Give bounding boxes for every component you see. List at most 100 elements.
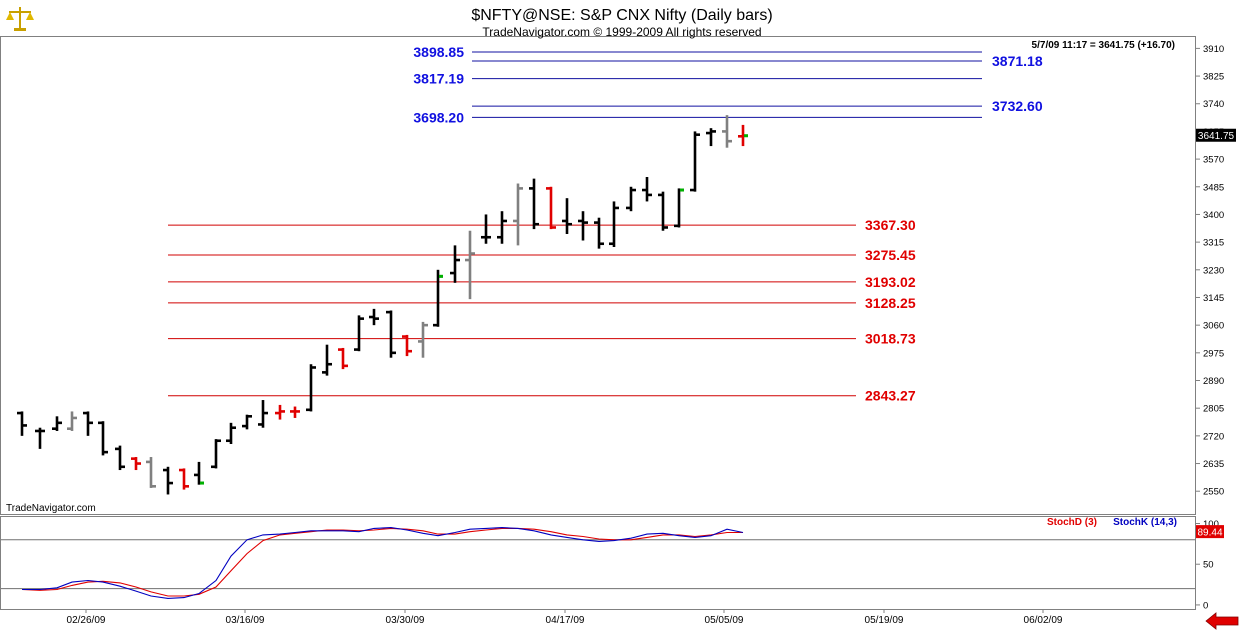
ohlc-bar (706, 128, 716, 147)
stochastic-last-marker: 89.44 (1196, 525, 1224, 539)
ohlc-bars (17, 115, 748, 495)
stochastic-tick-label: 50 (1203, 560, 1214, 571)
ohlc-bar (322, 344, 332, 376)
price-tick-label: 3060 (1203, 321, 1224, 332)
signal-dot (439, 274, 443, 278)
ohlc-bar (674, 188, 684, 228)
ohlc-bar (609, 201, 619, 248)
ohlc-bar (98, 421, 108, 456)
price-tick-label: 3825 (1203, 72, 1224, 83)
price-tick-label: 2720 (1203, 431, 1224, 442)
date-tick-label: 03/30/09 (386, 615, 425, 626)
price-tick-label: 3485 (1203, 182, 1224, 193)
ohlc-bar (529, 178, 539, 230)
ohlc-bar (738, 124, 748, 147)
ohlc-bar (67, 411, 77, 431)
ohlc-bar (52, 416, 62, 431)
price-tick-label: 2805 (1203, 404, 1224, 415)
stochastic-tick-label: 100 (1203, 519, 1219, 530)
ohlc-bar (722, 115, 732, 148)
resistance-level-label: 3732.60 (992, 98, 1043, 114)
stochk-legend: StochK (14,3) (1113, 517, 1177, 528)
date-tick-label: 05/05/09 (705, 615, 744, 626)
ohlc-bar (369, 308, 379, 326)
ohlc-bar (433, 269, 443, 327)
ohlc-bar (115, 445, 125, 471)
price-panel (0, 36, 1196, 515)
ohlc-bar (146, 457, 156, 488)
price-axis: 2550 2635 2720 2805 2890 2975 3060 3145 3230 3315… (1195, 44, 1224, 498)
ohlc-bar (275, 404, 285, 420)
stochastic-tick-label: 0 (1203, 600, 1208, 611)
ohlc-bar (690, 131, 700, 192)
ohlc-bar (194, 461, 204, 485)
ohlc-bar (386, 310, 396, 358)
ohlc-bar (306, 364, 316, 412)
support-level-label: 2843.27 (865, 388, 916, 404)
date-tick-label: 02/26/09 (67, 615, 106, 626)
support-level-label: 3275.45 (865, 247, 916, 263)
ohlc-bar (513, 183, 523, 246)
price-tick-label: 3315 (1203, 238, 1224, 249)
ohlc-bar (242, 414, 252, 430)
support-level-label: 3367.30 (865, 217, 916, 233)
ohlc-bar (418, 321, 428, 358)
date-tick-label: 06/02/09 (1024, 615, 1063, 626)
watermark: TradeNavigator.com (6, 503, 96, 514)
stochastic-series-line (22, 527, 744, 599)
ohlc-bar (211, 439, 221, 469)
last-price-label: 3641.75 (1198, 131, 1235, 142)
ohlc-bar (258, 400, 268, 428)
support-level-label: 3193.02 (865, 274, 916, 290)
ohlc-bar (465, 230, 475, 300)
ohlc-bar (338, 347, 348, 370)
scales-icon (6, 7, 34, 31)
ohlc-bar (35, 427, 45, 449)
date-axis: 02/26/09 03/16/09 03/30/09 04/17/09 05/05/09… (67, 609, 1063, 626)
quote-readout: 5/7/09 11:17 = 3641.75 (+16.70) (1032, 40, 1175, 51)
stochastic-last-label: 89.44 (1197, 528, 1222, 539)
ohlc-bar (626, 186, 636, 212)
chart-title: $NFTY@NSE: S&P CNX Nifty (Daily bars) (471, 7, 772, 24)
price-tick-label: 2975 (1203, 348, 1224, 359)
support-level-label: 3128.25 (865, 295, 916, 311)
support-level-label: 3018.73 (865, 331, 916, 347)
red-left-arrow-icon[interactable] (1205, 612, 1239, 630)
ohlc-bar (481, 214, 491, 244)
ohlc-bar (402, 334, 412, 357)
price-tick-label: 3570 (1203, 155, 1224, 166)
stochastic-axis: 0 50 100 (1, 519, 1219, 611)
ohlc-bar (658, 191, 668, 231)
ohlc-bar (578, 211, 588, 241)
price-tick-label: 2890 (1203, 376, 1224, 387)
ohlc-bar (450, 245, 460, 283)
date-axis-band (0, 610, 1245, 631)
signal-dot (744, 134, 748, 138)
signal-dot (200, 481, 204, 485)
ohlc-bar (594, 217, 604, 249)
date-tick-label: 03/16/09 (226, 615, 265, 626)
resistance-level-label: 3871.18 (992, 53, 1043, 69)
ohlc-bar (354, 315, 364, 352)
stochastic-lines (21, 527, 744, 599)
ohlc-bar (17, 411, 27, 436)
resistance-level-label: 3698.20 (413, 109, 464, 125)
ohlc-bar (497, 211, 507, 244)
chart-subtitle: TradeNavigator.com © 1999-2009 All right… (482, 25, 761, 39)
resistance-level-label: 3898.85 (413, 44, 464, 60)
date-tick-label: 05/19/09 (865, 615, 904, 626)
resistance-level-label: 3817.19 (413, 71, 464, 87)
ohlc-bar (290, 406, 300, 418)
price-tick-label: 3230 (1203, 265, 1224, 276)
price-tick-label: 2550 (1203, 487, 1224, 498)
price-tick-label: 3740 (1203, 99, 1224, 110)
ohlc-bar (131, 457, 141, 471)
price-tick-label: 2635 (1203, 459, 1224, 470)
stochd-legend: StochD (3) (1047, 517, 1097, 528)
ohlc-bar (562, 198, 572, 234)
signal-dot (680, 188, 684, 192)
ohlc-bar (226, 422, 236, 444)
price-tick-label: 3145 (1203, 293, 1224, 304)
